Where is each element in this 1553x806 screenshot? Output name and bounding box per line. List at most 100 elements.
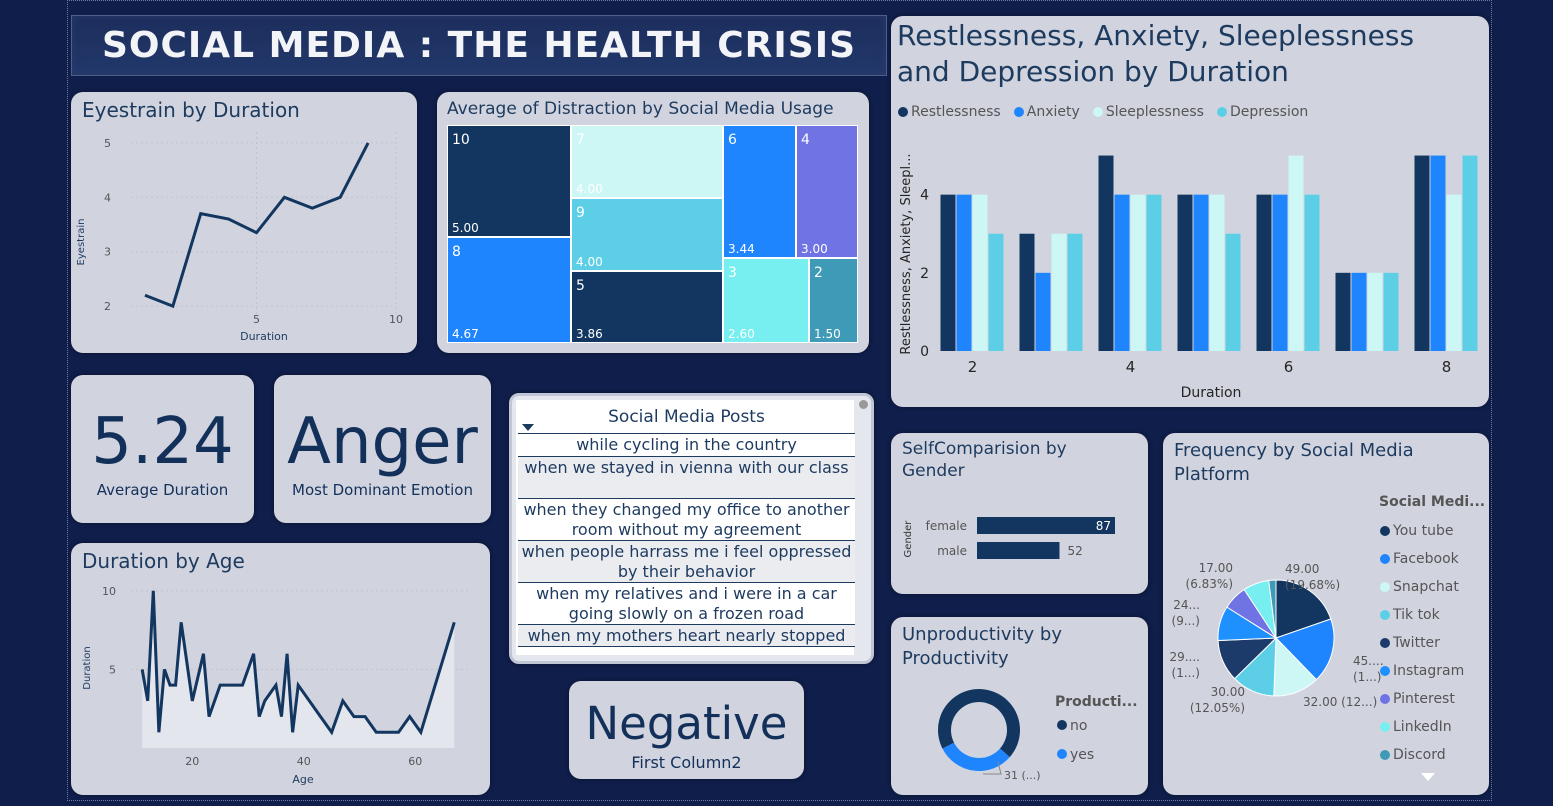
bar — [1430, 155, 1446, 351]
treemap-cell[interactable]: 4 3.00 — [796, 125, 858, 258]
x-tick-label: 4 — [1126, 358, 1136, 376]
frequency-chart: 49.00 (19.68%) 45.... (1...) 32.00 (12...) 30… — [1169, 561, 1383, 715]
sort-down-icon[interactable] — [522, 424, 534, 431]
legend-item[interactable]: Restlessness — [898, 104, 1001, 120]
selfcomp-title: SelfComparision by Gender — [902, 438, 1067, 482]
bar — [1019, 233, 1035, 351]
data-label: 30.00 — [1211, 685, 1245, 699]
frequency-title-line2: Platform — [1174, 464, 1250, 485]
treemap-cell[interactable]: 6 3.44 — [723, 125, 796, 258]
legend-item[interactable]: Twitter — [1380, 629, 1464, 657]
table-row[interactable]: when my relatives and i were in a car go… — [518, 583, 855, 625]
legend-item[interactable]: Pinterest — [1380, 685, 1464, 713]
x-tick-label: 6 — [1284, 358, 1294, 376]
legend-label: Sleeplessness — [1105, 104, 1204, 120]
leader-line — [983, 761, 1002, 775]
bar — [988, 233, 1004, 351]
treemap-cell-label: 3 — [728, 265, 737, 281]
duration-area — [142, 590, 455, 748]
eyestrain-card[interactable]: Eyestrain by Duration Eyestrain Duration… — [71, 92, 417, 353]
table-row[interactable]: while cycling in the country — [518, 434, 855, 457]
treemap-cell-label: 6 — [728, 132, 737, 148]
legend-item[interactable]: Discord — [1380, 741, 1464, 769]
unproductivity-title-line2: Productivity — [902, 648, 1009, 669]
duration-age-card[interactable]: Duration by Age Duration Age 5 10 20 40 60 — [71, 543, 490, 795]
selfcomp-card[interactable]: SelfComparision by Gender Gender female 8… — [891, 433, 1148, 594]
duration-age-xlabel: Age — [292, 773, 314, 786]
data-label: (6.83%) — [1186, 577, 1233, 591]
legend-swatch — [1380, 526, 1390, 536]
scrollbar-thumb[interactable] — [859, 400, 868, 409]
legend-item[interactable]: Sleeplessness — [1092, 104, 1204, 120]
frequency-card[interactable]: Frequency by Social Media Platform 49.00… — [1163, 433, 1489, 795]
table-row[interactable]: when we stayed in vienna with our class — [518, 457, 855, 499]
rasd-legend: Restlessness Anxiety Sleeplessness Depre… — [898, 102, 1316, 121]
posts-card[interactable]: Social Media Posts while cycling in the … — [509, 393, 874, 664]
frequency-legend-title: Social Medi... — [1379, 494, 1486, 510]
treemap-cell-value: 5.00 — [452, 221, 479, 235]
bar — [1383, 272, 1399, 351]
legend-label: Snapchat — [1393, 579, 1459, 595]
frequency-title-line1: Frequency by Social Media — [1174, 440, 1414, 461]
legend-item[interactable]: no — [1057, 718, 1087, 734]
dashboard-frame — [67, 0, 1492, 801]
duration-age-title: Duration by Age — [82, 549, 245, 573]
legend-item[interactable]: Snapchat — [1380, 573, 1464, 601]
table-row[interactable]: when people harrass me i feel oppressed … — [518, 541, 855, 583]
legend-label: Restlessness — [911, 104, 1001, 120]
treemap-cell[interactable]: 2 1.50 — [809, 258, 858, 343]
legend-item[interactable]: Depression — [1217, 104, 1308, 120]
kpi-sentiment-label: First Column2 — [631, 753, 742, 772]
data-label: 17.00 — [1199, 561, 1233, 575]
legend-item[interactable]: You tube — [1380, 517, 1464, 545]
treemap-cell[interactable]: 10 5.00 — [447, 125, 571, 237]
unproductivity-title: Unproductivity by Productivity — [902, 623, 1062, 671]
legend-item[interactable]: Facebook — [1380, 545, 1464, 573]
eyestrain-xlabel: Duration — [240, 330, 288, 343]
kpi-duration-card[interactable]: 5.24 Average Duration — [71, 375, 254, 523]
legend-item[interactable]: yes — [1057, 747, 1094, 763]
bar — [1414, 155, 1430, 351]
y-tick-label: 2 — [920, 266, 929, 282]
y-tick-label: 4 — [920, 188, 929, 204]
x-tick-label: 8 — [1442, 358, 1452, 376]
bar — [1098, 155, 1114, 351]
rasd-card[interactable]: Restlessness, Anxiety, Sleeplessness and… — [891, 16, 1489, 407]
rasd-title-line2: and Depression by Duration — [897, 55, 1289, 88]
kpi-sentiment-card[interactable]: Negative First Column2 — [569, 681, 804, 779]
kpi-sentiment-value: Negative — [585, 697, 788, 750]
legend-item[interactable]: LinkedIn — [1380, 713, 1464, 741]
rasd-chart: Restlessness, Anxiety, Sleepl... Duratio… — [899, 153, 1478, 401]
distraction-card[interactable]: Average of Distraction by Social Media U… — [437, 92, 869, 353]
treemap-cell-label: 8 — [452, 244, 461, 260]
treemap-cell[interactable]: 7 4.00 — [571, 125, 723, 198]
duration-age-chart: Duration Age 5 10 20 40 60 — [82, 585, 471, 786]
legend-item[interactable]: Anxiety — [1013, 104, 1080, 120]
treemap-cell-value: 4.67 — [452, 327, 479, 341]
legend-item[interactable]: Tik tok — [1380, 601, 1464, 629]
legend-item[interactable]: Instagram — [1380, 657, 1464, 685]
treemap-cell[interactable]: 9 4.00 — [571, 198, 723, 271]
treemap-cell[interactable]: 3 2.60 — [723, 258, 809, 343]
treemap-cell-label: 9 — [576, 205, 585, 221]
unproductivity-card[interactable]: Unproductivity by Productivity 31 (...) … — [891, 617, 1148, 795]
bar — [1446, 194, 1462, 351]
chevron-down-icon[interactable] — [1421, 773, 1435, 781]
category-label: female — [926, 519, 967, 533]
posts-header: Social Media Posts — [608, 407, 765, 427]
x-tick-label: 10 — [389, 313, 403, 326]
rasd-xlabel: Duration — [1181, 385, 1242, 401]
pie-slice — [1275, 618, 1335, 681]
legend-swatch — [1380, 610, 1390, 620]
treemap-cell[interactable]: 8 4.67 — [447, 237, 571, 343]
treemap-cell[interactable]: 5 3.86 — [571, 271, 723, 343]
table-row[interactable]: when they changed my office to another r… — [518, 499, 855, 541]
kpi-emotion-card[interactable]: Anger Most Dominant Emotion — [274, 375, 491, 523]
bar — [1256, 194, 1272, 351]
legend-label: Facebook — [1393, 551, 1459, 567]
table-row[interactable]: when my mothers heart nearly stopped — [518, 625, 855, 647]
bar — [977, 517, 1115, 534]
legend-label: Twitter — [1393, 635, 1440, 651]
bar — [1272, 194, 1288, 351]
y-tick-label: 4 — [104, 191, 111, 204]
